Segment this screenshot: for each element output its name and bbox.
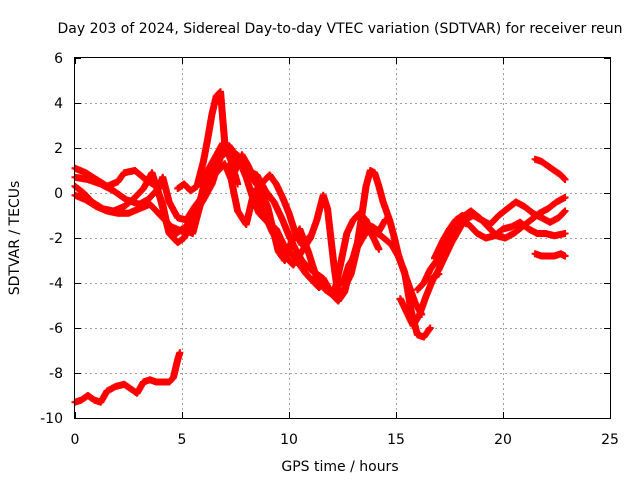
y-tick-label: -6 bbox=[49, 321, 63, 337]
data-point bbox=[561, 176, 569, 183]
series-track-6 bbox=[251, 171, 312, 249]
series-track-5 bbox=[174, 88, 242, 195]
chart-title: Day 203 of 2024, Sidereal Day-to-day VTE… bbox=[57, 21, 622, 37]
data-point bbox=[561, 230, 569, 237]
series-track-4 bbox=[71, 140, 383, 298]
data-point bbox=[561, 207, 569, 215]
y-tick-label: 2 bbox=[54, 141, 63, 157]
y-axis-label: SDTVAR / TECUs bbox=[7, 181, 23, 296]
series-track-13 bbox=[531, 250, 569, 260]
data-point bbox=[234, 180, 242, 188]
data-point bbox=[561, 194, 569, 201]
x-tick-label: 20 bbox=[494, 432, 512, 448]
y-tick-label: -10 bbox=[40, 411, 63, 427]
plot-frame bbox=[74, 57, 611, 419]
x-tick-label: 10 bbox=[280, 432, 298, 448]
y-tick-label: 0 bbox=[54, 186, 63, 202]
y-tick-label: 4 bbox=[54, 96, 63, 112]
data-point bbox=[375, 245, 383, 253]
x-tick-label: 0 bbox=[71, 432, 80, 448]
x-tick-labels: 0 5 10 15 20 25 bbox=[71, 432, 619, 448]
x-tick-label: 15 bbox=[387, 432, 405, 448]
x-tick-label: 5 bbox=[178, 432, 187, 448]
series-track-14 bbox=[426, 270, 443, 285]
y-tick-label: -8 bbox=[49, 366, 63, 382]
y-tick-label: 6 bbox=[54, 51, 63, 67]
data-points bbox=[71, 88, 569, 406]
series-track-11 bbox=[431, 212, 466, 262]
data-point bbox=[561, 252, 569, 260]
y-tick-labels: -10 -8 -6 -4 -2 0 2 4 6 bbox=[40, 51, 63, 427]
x-axis-label: GPS time / hours bbox=[281, 459, 398, 475]
y-tick-label: -2 bbox=[49, 231, 63, 247]
grid-lines bbox=[75, 58, 610, 418]
data-point bbox=[176, 349, 184, 357]
series-track-12 bbox=[531, 155, 569, 183]
data-point bbox=[435, 270, 443, 278]
data-point bbox=[304, 234, 312, 242]
y-tick-label: -4 bbox=[49, 276, 63, 292]
data-point bbox=[426, 324, 434, 332]
x-tick-label: 25 bbox=[601, 432, 619, 448]
data-point bbox=[458, 212, 466, 219]
series-track-7 bbox=[71, 349, 184, 406]
data-point bbox=[381, 216, 389, 224]
